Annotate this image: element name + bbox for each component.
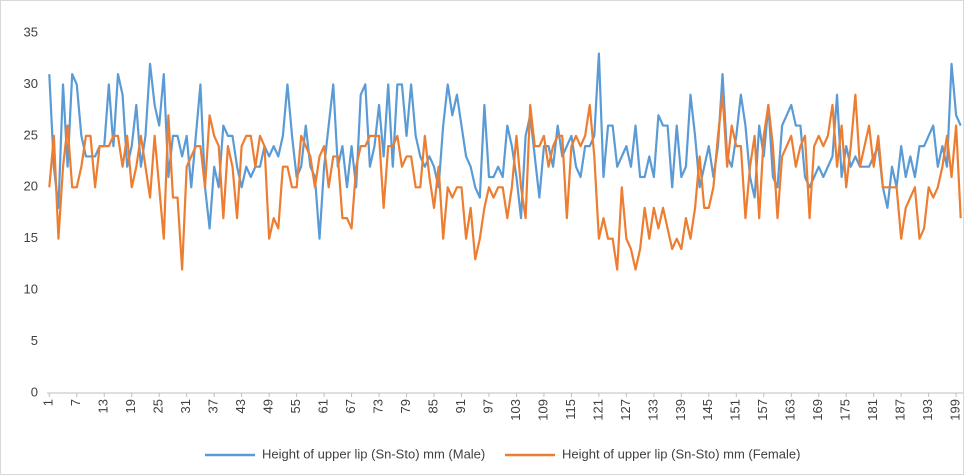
x-tick-label: 127 [618, 399, 633, 421]
legend-label: Height of upper lip (Sn-Sto) mm (Male) [262, 446, 485, 461]
x-tick-label: 193 [920, 399, 935, 421]
x-tick-label: 79 [398, 399, 413, 413]
legend-label: Height of upper lip (Sn-Sto) mm (Female) [562, 446, 800, 461]
x-tick-label: 103 [508, 399, 523, 421]
x-tick-label: 169 [810, 399, 825, 421]
x-tick-label: 61 [316, 399, 331, 413]
x-tick-label: 115 [563, 399, 578, 420]
x-tick-label: 187 [893, 399, 908, 421]
x-tick-label: 19 [123, 399, 138, 413]
x-tick-label: 37 [206, 399, 221, 413]
x-tick-label: 175 [838, 399, 853, 421]
y-tick-label: 15 [24, 230, 38, 245]
x-tick-label: 43 [233, 399, 248, 413]
x-tick-label: 109 [535, 399, 550, 421]
x-tick-label: 67 [343, 399, 358, 413]
x-tick-label: 85 [425, 399, 440, 413]
x-tick-label: 199 [948, 399, 963, 421]
x-tick-label: 151 [728, 399, 743, 421]
y-tick-label: 5 [31, 333, 38, 348]
x-tick-label: 121 [590, 399, 605, 421]
x-tick-label: 13 [96, 399, 111, 413]
y-tick-label: 25 [24, 127, 38, 142]
x-tick-label: 91 [453, 399, 468, 413]
x-tick-label: 97 [480, 399, 495, 413]
x-tick-label: 73 [370, 399, 385, 413]
x-tick-label: 1 [41, 399, 56, 406]
x-tick-label: 133 [645, 399, 660, 421]
series-line [48, 93, 962, 271]
y-tick-label: 35 [24, 24, 38, 39]
x-tick-label: 139 [673, 399, 688, 421]
y-tick-label: 30 [24, 76, 38, 91]
x-tick-label: 31 [178, 399, 193, 413]
x-tick-label: 7 [68, 399, 83, 406]
y-tick-label: 10 [24, 282, 38, 297]
x-tick-label: 55 [288, 399, 303, 413]
x-tick-label: 163 [783, 399, 798, 421]
x-tick-label: 145 [700, 399, 715, 421]
y-tick-label: 0 [31, 384, 38, 399]
x-tick-label: 181 [865, 399, 880, 421]
x-tick-label: 25 [151, 399, 166, 413]
y-tick-label: 20 [24, 179, 38, 194]
x-tick-label: 157 [755, 399, 770, 421]
x-tick-label: 49 [261, 399, 276, 413]
